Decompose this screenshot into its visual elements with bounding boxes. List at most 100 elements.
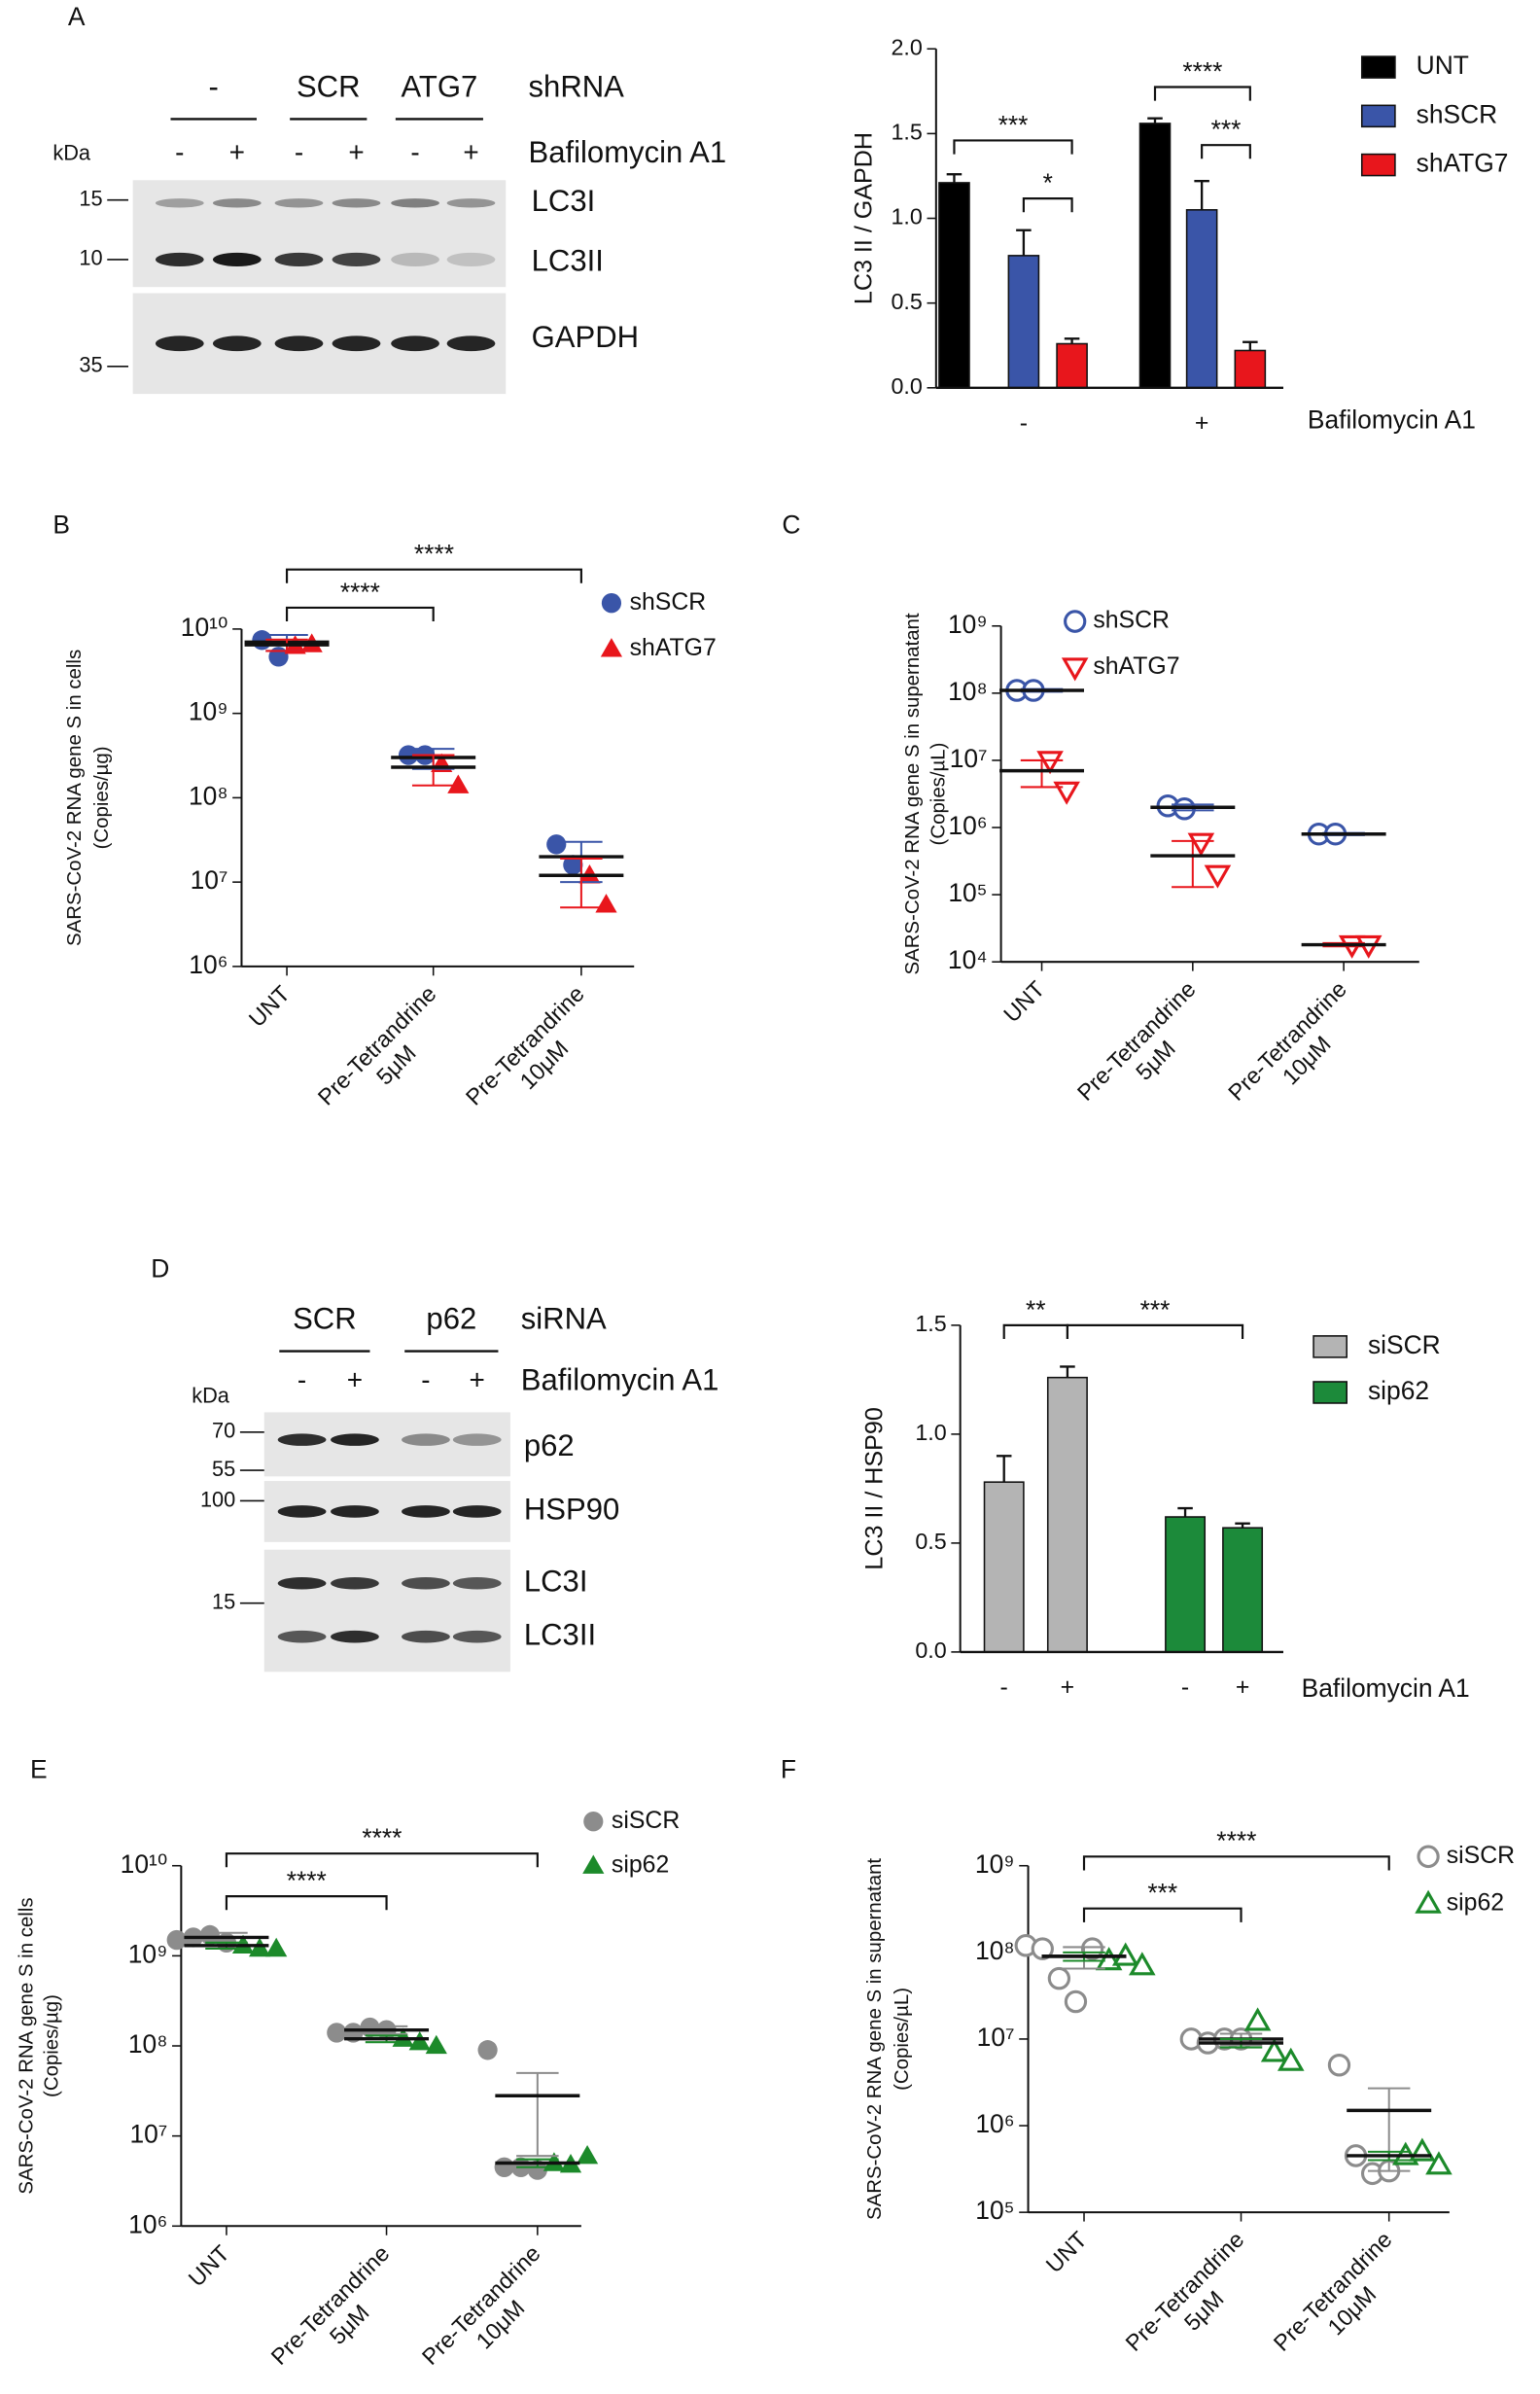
y-tick-label: 10⁵ [975, 2196, 1014, 2225]
blot-band [402, 1576, 450, 1590]
blot-band [402, 1630, 450, 1643]
legend-swatch [1360, 104, 1396, 128]
y-axis-label: LC3 II / GAPDH [851, 132, 878, 304]
y-tick-label: 10⁹ [948, 610, 988, 639]
y-axis-label: SARS-CoV-2 RNA gene S in supernatant [864, 1858, 886, 2220]
panel-label: B [52, 510, 70, 540]
x-tick-label: UNT [244, 980, 295, 1032]
blot-band [274, 198, 324, 208]
y-axis-label: (Copies/µg) [91, 746, 113, 849]
point [1080, 1937, 1104, 1960]
lane-group-label: ATG7 [402, 69, 478, 103]
blot-band [446, 198, 496, 208]
y-tick-label: 10⁹ [128, 1939, 168, 1968]
x-tick-label: Pre-Tetrandrine [417, 2240, 545, 2370]
row-label: Bafilomycin A1 [521, 1362, 719, 1396]
y-tick-label: 10⁶ [975, 2109, 1014, 2138]
y-tick-label: 1.0 [891, 204, 922, 229]
blot-membrane [263, 1549, 510, 1672]
marker-label: 70 [212, 1419, 235, 1443]
y-tick-label: 10⁴ [948, 945, 988, 974]
significance-label: *** [1211, 115, 1242, 144]
blot-band [155, 252, 204, 266]
treatment-label: + [347, 1364, 363, 1394]
blot-band [332, 198, 381, 208]
point [1243, 2007, 1272, 2031]
point [327, 2023, 347, 2043]
point [1036, 751, 1064, 775]
y-tick-label: 1.5 [891, 119, 922, 144]
treatment-label: - [295, 137, 303, 167]
blot-band [331, 1630, 379, 1643]
y-tick-label: 10¹⁰ [121, 1849, 168, 1879]
y-tick-label: 10⁷ [191, 865, 228, 895]
legend-marker [600, 638, 623, 657]
significance-label: *** [1147, 1878, 1177, 1907]
x-tick-label: Pre-Tetrandrine [1223, 976, 1351, 1106]
treatment-label: - [298, 1364, 306, 1394]
panel-label: C [782, 510, 800, 540]
blot-membrane [132, 180, 507, 288]
blot-band [331, 1505, 379, 1518]
blot-band [332, 252, 381, 266]
y-tick-label: 10⁶ [189, 950, 228, 979]
marker-label: 55 [212, 1457, 235, 1481]
band-label: LC3II [524, 1617, 596, 1651]
point [576, 2144, 599, 2165]
legend-marker [1415, 1889, 1442, 1914]
significance-bracket [1201, 144, 1251, 159]
unit-label: kDa [192, 1383, 229, 1407]
legend-label: siSCR [612, 1807, 680, 1834]
point [268, 647, 289, 667]
y-tick-label: 0.5 [891, 289, 922, 314]
significance-label: **** [414, 539, 454, 568]
band-label: HSP90 [524, 1493, 619, 1527]
bar [1234, 349, 1267, 389]
point [527, 2160, 547, 2180]
blot-band [212, 335, 262, 352]
bar [1185, 209, 1218, 389]
blot-band [155, 335, 204, 352]
x-tick-label: UNT [1041, 2227, 1092, 2278]
band-label: LC3I [532, 184, 596, 218]
y-tick-label: 10⁸ [975, 1936, 1014, 1965]
point [1064, 1989, 1088, 2014]
point [1187, 832, 1215, 857]
point [1204, 864, 1232, 889]
bar [983, 1481, 1025, 1653]
significance-label: ** [1026, 1295, 1046, 1324]
point [1425, 2151, 1452, 2175]
marker-label: 100 [200, 1487, 235, 1511]
legend-label: sip62 [612, 1850, 669, 1878]
point [265, 1937, 288, 1957]
blot-band [331, 1433, 379, 1446]
legend-marker [582, 1854, 605, 1874]
significance-label: *** [1140, 1295, 1171, 1324]
lane-group-label: SCR [297, 69, 361, 103]
row-label: Bafilomycin A1 [529, 135, 727, 169]
blot-band [277, 1433, 327, 1446]
blot-band [446, 252, 496, 266]
panel-label: E [30, 1754, 48, 1783]
y-tick-label: 0.0 [891, 373, 922, 399]
point [166, 1929, 187, 1951]
blot-band [274, 252, 324, 266]
band-label: LC3I [524, 1564, 588, 1598]
y-tick-label: 10⁷ [950, 744, 988, 773]
y-tick-label: 0.5 [915, 1529, 946, 1554]
blot-band [332, 335, 381, 352]
blot-band [452, 1505, 502, 1518]
significance-label: **** [287, 1866, 327, 1895]
y-axis-label: (Copies/µL) [892, 1988, 913, 2091]
significance-bracket [285, 568, 582, 583]
y-tick-label: 10⁹ [975, 1849, 1015, 1879]
bar [1138, 123, 1172, 389]
legend-label: sip62 [1447, 1888, 1504, 1916]
panel-label: A [68, 2, 86, 31]
point [563, 855, 583, 875]
